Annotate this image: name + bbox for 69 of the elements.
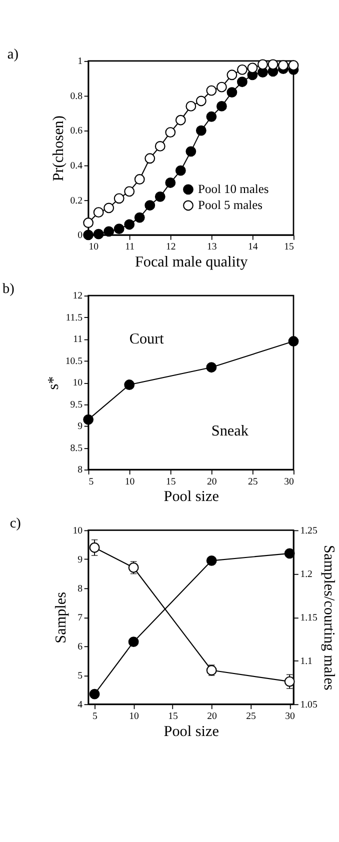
y-tick-label: 11: [73, 334, 83, 346]
point: [83, 414, 94, 425]
y-tick-label: 9: [78, 421, 83, 432]
x-tick-label: 10: [124, 476, 135, 488]
y-tick-label: 7: [78, 612, 83, 624]
annotation: Sneak: [211, 422, 249, 440]
x-tick-label: 15: [166, 476, 176, 488]
y-tick-label: 8.5: [70, 442, 83, 454]
annotation: Court: [129, 330, 165, 348]
y-tick-label: 4: [78, 699, 83, 710]
y2-tick-label: 1.05: [300, 699, 318, 710]
x-tick-label: 12: [166, 242, 176, 253]
point: [284, 676, 295, 687]
chart-title: a): [7, 46, 19, 62]
x-tick-label: 5: [92, 710, 98, 722]
x-tick-label: 11: [125, 242, 135, 253]
y-tick-label: 10.5: [65, 356, 83, 367]
x-tick-label: 30: [285, 710, 296, 722]
y-tick-label: 10: [72, 378, 83, 389]
x-tick-label: 20: [206, 476, 217, 488]
point: [206, 555, 217, 566]
point: [89, 688, 100, 700]
y-axis-title: Pr(chosen): [50, 116, 68, 182]
y-tick-label: 10: [72, 525, 83, 536]
x-tick-label: 25: [248, 476, 258, 488]
y-tick-label: 11.5: [66, 312, 83, 324]
x-axis-title: Pool size: [164, 488, 220, 506]
chart-title: c): [10, 516, 22, 532]
y2-tick-label: 1.15: [300, 612, 318, 624]
x-tick-label: 15: [284, 242, 294, 253]
x-axis-title: Focal male quality: [134, 254, 248, 271]
x-tick-label: 20: [207, 710, 218, 722]
x-tick-label: 15: [168, 710, 178, 722]
x-tick-label: 10: [88, 242, 99, 253]
y-tick-label: 1: [78, 56, 83, 68]
y2-tick-label: 1.25: [300, 525, 318, 536]
y-tick-label: 0.4: [70, 160, 83, 172]
y-tick-label: 6: [78, 641, 83, 652]
y2-tick-label: 1.1: [300, 656, 313, 667]
y-axis-title: Samples: [52, 592, 70, 644]
x-axis-title: Pool size: [164, 722, 220, 740]
point: [284, 548, 295, 559]
point: [89, 542, 100, 553]
y-tick-label: 5: [78, 670, 83, 682]
x-tick-label: 30: [284, 476, 294, 488]
x-tick-label: 25: [246, 710, 256, 722]
x-tick-label: 5: [88, 476, 94, 488]
y-axis-title: s*: [45, 376, 62, 390]
y2-axis-title: Samples/courting males: [320, 545, 338, 690]
y-tick-label: 0: [78, 230, 83, 242]
chart-title: b): [2, 280, 15, 297]
y-tick-label: 12: [72, 290, 83, 302]
x-tick-label: 14: [248, 242, 258, 253]
legend-label: Pool 10 males: [198, 182, 269, 196]
y-tick-label: 0.6: [70, 126, 83, 137]
y-tick-label: 0.8: [70, 90, 83, 102]
point: [288, 336, 299, 346]
y-tick-label: 9.5: [70, 399, 83, 410]
point: [128, 636, 139, 648]
y-tick-label: 8: [78, 583, 83, 594]
y-tick-label: 9: [78, 554, 83, 566]
point: [124, 380, 135, 390]
x-tick-label: 10: [129, 710, 140, 722]
y-tick-label: 8: [78, 464, 83, 476]
point: [206, 362, 217, 373]
x-tick-label: 13: [206, 242, 217, 253]
legend-label: Pool 5 males: [198, 198, 263, 212]
y2-tick-label: 1.2: [300, 568, 313, 580]
y-tick-label: 0.2: [70, 195, 83, 206]
